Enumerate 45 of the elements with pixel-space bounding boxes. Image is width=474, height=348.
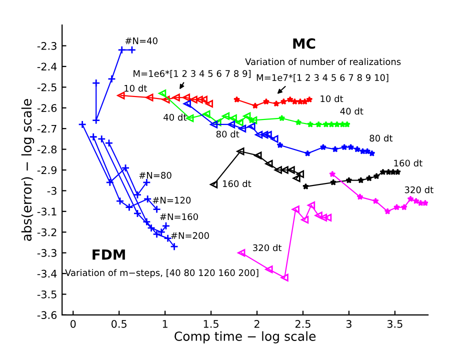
annotation: 320 dt — [404, 186, 434, 194]
y-tick-label: -3.4 — [37, 270, 57, 278]
x-axis-title: Comp time − log scale — [174, 331, 316, 344]
y-tick-label: -3.2 — [37, 228, 56, 236]
annotation: Variation of number of realizations — [245, 58, 401, 66]
x-tick-label: 2.5 — [295, 320, 310, 328]
annotation: 160 dt — [222, 180, 252, 188]
y-tick-label: -3.3 — [37, 249, 56, 257]
annotation: #N=160 — [160, 213, 198, 220]
x-tick-label: 3.5 — [387, 320, 402, 328]
x-tick-label: 3 — [346, 320, 352, 328]
annotation: #N=200 — [171, 232, 209, 239]
annotation: 10 dt — [124, 84, 147, 92]
y-tick-label: -2.4 — [37, 62, 57, 70]
annotation: 320 dt — [253, 244, 282, 252]
y-tick-label: -2.8 — [37, 146, 57, 154]
x-tick-label: 0.5 — [112, 320, 126, 328]
annotation: 80 dt — [216, 130, 240, 138]
annotation: 40 dt — [164, 114, 186, 121]
y-axis-title: abs(error) − log scale — [21, 99, 34, 241]
y-tick-label: -2.6 — [37, 104, 57, 112]
annotation: #N=120 — [152, 196, 191, 204]
y-tick-label: -2.3 — [37, 42, 56, 50]
annotation: Variation of m−steps, [40 80 120 160 200] — [65, 269, 258, 278]
y-tick-label: -2.9 — [37, 166, 56, 174]
annotation: 40 dt — [340, 108, 364, 115]
x-tick-label: 1.5 — [204, 320, 218, 328]
annotation: 80 dt — [370, 134, 393, 142]
y-tick-label: -2.7 — [37, 124, 56, 133]
annotation: #N=80 — [139, 172, 172, 179]
annotation: FDM — [92, 250, 125, 260]
annotation: 160 dt — [394, 160, 422, 167]
annotation: 10 dt — [320, 95, 344, 102]
x-tick-label: 2 — [254, 320, 260, 328]
x-tick-label: 0 — [70, 320, 76, 328]
y-tick-label: -2.5 — [37, 83, 56, 92]
annotation: M=1e6*[1 2 3 4 5 6 7 8 9] — [134, 70, 251, 78]
y-tick-label: -3 — [47, 186, 56, 195]
annotation: M=1e7*[1 2 3 4 5 6 7 8 9 10] — [256, 74, 388, 82]
y-tick-label: -3.5 — [37, 290, 56, 298]
annotation: #N=40 — [125, 37, 158, 44]
annotation: MC — [293, 38, 316, 49]
x-tick-label: 1 — [162, 320, 168, 328]
y-tick-label: -3.6 — [37, 311, 57, 320]
y-tick-label: -3.1 — [37, 208, 56, 216]
